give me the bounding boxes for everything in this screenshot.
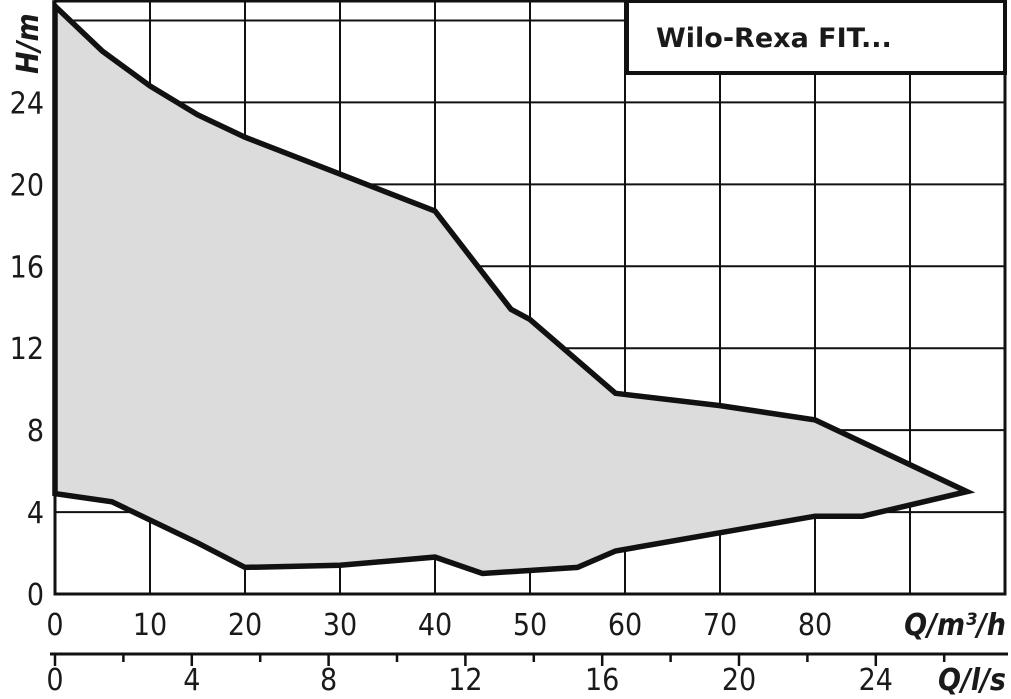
chart-title: Wilo-Rexa FIT...: [656, 23, 892, 54]
secondary-tick-label: 12: [448, 663, 482, 698]
x-tick-label: 10: [133, 608, 167, 643]
x-tick-label: 40: [418, 608, 452, 643]
operating-range-area: [52, 0, 976, 577]
title-box: Wilo-Rexa FIT...: [625, 0, 1007, 75]
series-layer: [52, 0, 976, 577]
title-box-frame: [625, 0, 1007, 75]
x-tick-label: 60: [608, 608, 642, 643]
secondary-tick-label: 20: [722, 663, 756, 698]
x-axis-labels: 0 10 20 30 40 50 60 70 80: [46, 608, 832, 643]
secondary-x-axis-title: Q/l/s: [938, 663, 1006, 698]
y-axis-labels: 0 4 8 12 16 20 24: [10, 86, 44, 613]
x-tick-label: 70: [703, 608, 737, 643]
x-tick-label: 50: [513, 608, 547, 643]
y-tick-label: 8: [27, 414, 44, 449]
x-tick-label: 30: [323, 608, 357, 643]
y-axis-title: H/m: [11, 13, 46, 74]
secondary-tick-label: 4: [183, 663, 200, 698]
x-axis-title: Q/m³/h: [904, 608, 1006, 643]
plot-border: [53, 0, 1007, 596]
secondary-tick-label: 16: [585, 663, 619, 698]
y-tick-label: 12: [10, 332, 44, 367]
y-tick-label: 20: [10, 168, 44, 203]
x-tick-label: 80: [798, 608, 832, 643]
secondary-tick-label: 8: [320, 663, 337, 698]
secondary-tick-label: 24: [859, 663, 893, 698]
secondary-tick-label: 0: [46, 663, 63, 698]
x-tick-label: 20: [228, 608, 262, 643]
y-tick-label: 24: [10, 86, 44, 121]
y-tick-label: 0: [27, 578, 44, 613]
x-tick-label: 0: [46, 608, 63, 643]
y-tick-label: 4: [27, 496, 44, 531]
y-tick-label: 16: [10, 250, 44, 285]
secondary-x-axis: 0 4 8 12 16 20 24: [46, 652, 1008, 698]
plot-frame: [53, 0, 1007, 596]
